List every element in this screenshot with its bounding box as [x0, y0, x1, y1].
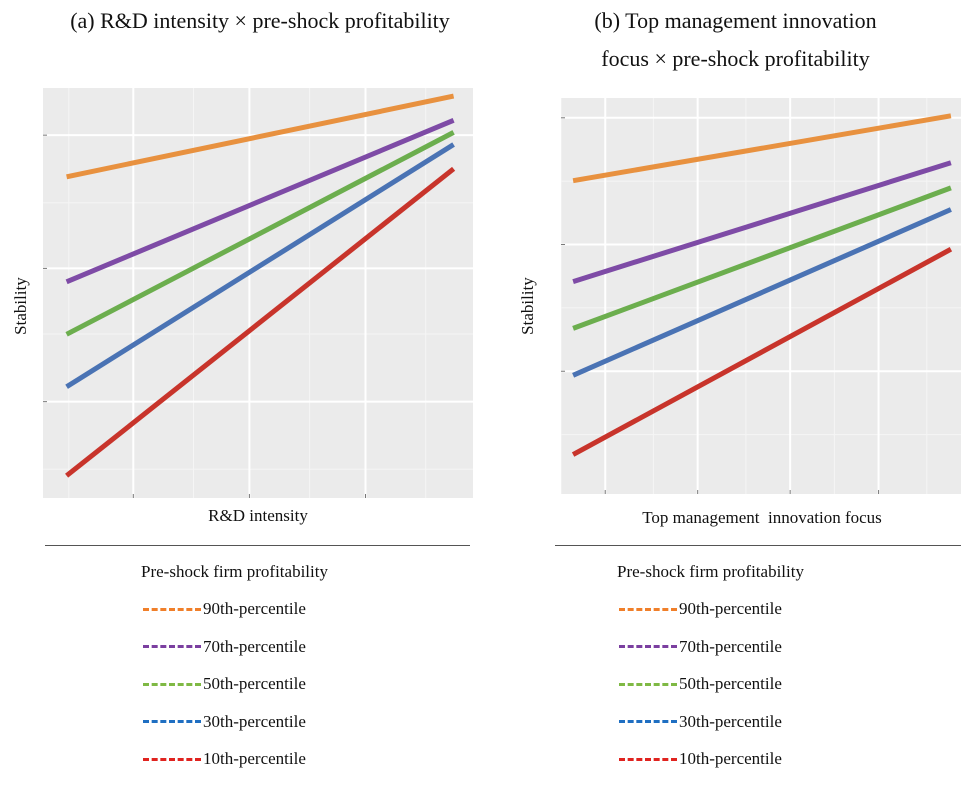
legend-swatch-10th	[619, 757, 677, 761]
legend-swatch-90th	[143, 607, 201, 611]
panel-a-legend-item: 10th-percentile	[141, 747, 328, 771]
plot-background	[43, 88, 473, 498]
panel-b-plot	[561, 98, 961, 494]
legend-swatch-50th	[143, 682, 201, 686]
series-line-10th-percentile	[571, 247, 953, 457]
legend-label-30th: 30th-percentile	[203, 711, 306, 731]
series-line-70th-percentile	[572, 160, 952, 284]
legend-swatch-50th	[619, 682, 677, 686]
panel-b-divider	[555, 545, 961, 546]
panel-b-title: (b) Top management innovation focus × pr…	[510, 4, 961, 76]
legend-label-50th: 50th-percentile	[679, 674, 782, 693]
legend-swatch-30th	[143, 720, 201, 723]
panel-b-legend-item: 70th-percentile	[617, 635, 804, 659]
legend-swatch-30th	[619, 720, 677, 723]
legend-label-10th: 10th-percentile	[679, 749, 782, 768]
panel-b-legend: Pre-shock firm profitability 90th-percen…	[617, 560, 804, 785]
panel-a-plot	[43, 88, 473, 498]
legend-swatch-70th	[619, 645, 677, 648]
legend-swatch-70th	[143, 645, 201, 648]
panel-b-legend-item: 30th-percentile	[617, 710, 804, 734]
panel-a-title: (a) R&D intensity × pre-shock profitabil…	[70, 8, 450, 33]
series-line-90th-percentile	[572, 113, 952, 184]
panel-a-legend-item: 30th-percentile	[141, 710, 328, 734]
panel-a-legend-item: 90th-percentile	[141, 597, 328, 621]
series-line-90th-percentile	[66, 93, 455, 180]
legend-label-30th: 30th-percentile	[679, 711, 782, 731]
series-line-50th-percentile	[572, 185, 952, 331]
panel-a-y-axis-label: Stability	[11, 277, 30, 335]
panel-b-title-line1: (b) Top management innovation	[594, 8, 877, 33]
panel-b-legend-title: Pre-shock firm profitability	[617, 562, 804, 581]
plot-background	[561, 98, 961, 494]
panel-b-legend-item: 10th-percentile	[617, 747, 804, 771]
series-line-50th-percentile	[65, 130, 455, 337]
panel-b-legend-item: 90th-percentile	[617, 597, 804, 621]
panel-a-legend: Pre-shock firm profitability 90th-percen…	[141, 560, 328, 785]
legend-swatch-90th	[619, 607, 677, 611]
panel-b-y-axis-label: Stability	[518, 277, 537, 335]
series-line-30th-percentile	[65, 142, 455, 389]
panel-b-title-line2: focus × pre-shock profitability	[601, 46, 870, 71]
series-line-10th-percentile	[65, 166, 456, 478]
legend-label-10th: 10th-percentile	[203, 749, 306, 768]
legend-label-90th: 90th-percentile	[203, 599, 306, 618]
series-line-30th-percentile	[572, 207, 952, 378]
panel-a-legend-item: 70th-percentile	[141, 635, 328, 659]
legend-label-50th: 50th-percentile	[203, 674, 306, 693]
series-line-70th-percentile	[65, 117, 455, 285]
legend-label-70th: 70th-percentile	[203, 636, 306, 656]
panel-b-legend-item: 50th-percentile	[617, 672, 804, 696]
panel-a-divider	[45, 545, 470, 546]
panel-b-x-axis-label: Top management innovation focus	[642, 508, 882, 527]
panel-a-legend-item: 50th-percentile	[141, 672, 328, 696]
panel-a-legend-title: Pre-shock firm profitability	[141, 562, 328, 581]
legend-label-70th: 70th-percentile	[679, 636, 782, 656]
panel-a-x-axis-label: R&D intensity	[208, 506, 308, 525]
legend-swatch-10th	[143, 757, 201, 761]
legend-label-90th: 90th-percentile	[679, 599, 782, 618]
